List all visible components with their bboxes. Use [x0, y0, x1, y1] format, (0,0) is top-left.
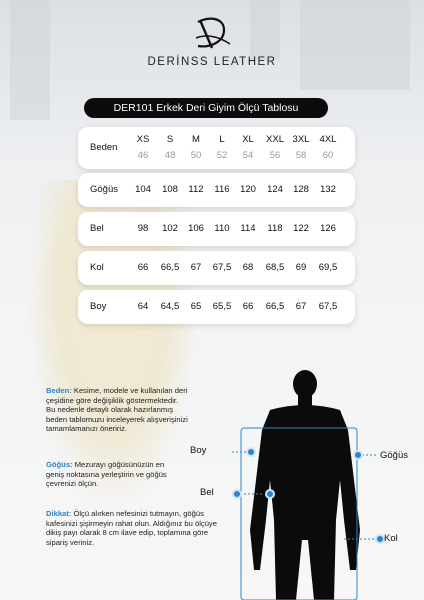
- measurement-points: [232, 447, 385, 544]
- row-value: 65,5: [212, 301, 232, 312]
- diagram-label-kol: Kol: [384, 533, 398, 544]
- note-line: tamamlamanızı öneririz.: [46, 424, 128, 434]
- note-dikkat: Dikkat: Ölçü alırken nefesinizi tutmayın…: [46, 509, 236, 547]
- size-letter: XL: [242, 134, 254, 145]
- table-row-kol: Kol 66 66,5 67 67,5 68 68,5 69 69,5: [78, 251, 355, 285]
- size-letter: 4XL: [319, 134, 337, 145]
- size-eu-number: 54: [242, 150, 254, 161]
- size-eu-number: 50: [190, 150, 202, 161]
- note-line: Mezurayı göğüsünüzün en: [74, 460, 165, 469]
- beden-label: Beden: [90, 142, 118, 153]
- row-value: 114: [240, 223, 256, 234]
- row-value: 120: [240, 184, 256, 195]
- table-row-bel: Bel 98 102 106 110 114 118 122 126: [78, 212, 355, 246]
- note-line: Kesime, modele ve kullanılan deri: [73, 386, 188, 395]
- size-letter: M: [192, 134, 200, 145]
- row-value: 64,5: [160, 301, 180, 312]
- size-letter: S: [166, 134, 174, 145]
- row-value: 108: [162, 184, 178, 195]
- row-value: 68,5: [265, 262, 285, 273]
- note-line: geniş noktasına yerleştirin ve göğüs: [46, 469, 167, 479]
- row-label: Göğüs: [90, 184, 118, 195]
- diagram-label-boy: Boy: [190, 445, 207, 456]
- row-value: 66: [242, 301, 254, 312]
- row-value: 67: [190, 262, 202, 273]
- row-value: 132: [320, 184, 336, 195]
- size-letter: XXL: [266, 134, 284, 145]
- size-eu-number: 52: [216, 150, 228, 161]
- note-line: kafesinizi şişirmeyin rahat olun. Aldığı…: [46, 518, 217, 528]
- size-letter: L: [219, 134, 225, 145]
- size-eu-number: 60: [322, 150, 334, 161]
- row-value: 124: [267, 184, 283, 195]
- table-row-boy: Boy 64 64,5 65 65,5 66 66,5 67 67,5: [78, 290, 355, 324]
- brand-name: DERİNSS LEATHER: [147, 56, 277, 68]
- row-value: 69,5: [318, 262, 338, 273]
- row-value: 66: [137, 262, 149, 273]
- row-value: 102: [162, 223, 178, 234]
- note-heading: Dikkat:: [46, 509, 72, 518]
- note-line: Ölçü alırken nefesinizi tutmayın, göğüs: [73, 509, 204, 518]
- size-letter: XS: [136, 134, 150, 145]
- note-beden: Beden: Kesime, modele ve kullanılan deri…: [46, 386, 236, 434]
- row-value: 118: [267, 223, 283, 234]
- row-value: 67,5: [212, 262, 232, 273]
- note-heading: Göğüs:: [46, 460, 73, 469]
- size-letter: 3XL: [292, 134, 310, 145]
- body-measurement-diagram: [230, 370, 385, 600]
- row-label: Boy: [90, 301, 107, 312]
- note-gogus: Göğüs: Mezurayı göğüsünüzün en geniş nok…: [46, 460, 236, 489]
- size-header-card: Beden XS S M L XL XXL 3XL 4XL 46 48 50 5…: [78, 127, 355, 169]
- note-line: dikiş payı olarak 8 cm ilave edip, topla…: [46, 528, 209, 538]
- note-line: çeşidine göre değişiklik göstermektedir.: [46, 395, 179, 405]
- body-silhouette-icon: [250, 370, 360, 600]
- row-value: 69: [295, 262, 307, 273]
- row-value: 66,5: [265, 301, 285, 312]
- table-row-gogus: Göğüs 104 108 112 116 120 124 128 132: [78, 173, 355, 207]
- row-value: 128: [293, 184, 309, 195]
- row-value: 68: [242, 262, 254, 273]
- row-value: 106: [188, 223, 204, 234]
- row-label: Bel: [90, 223, 104, 234]
- note-line: Bu nedenle detaylı olarak hazırlanmış: [46, 405, 174, 415]
- brand-logo: DERİNSS LEATHER: [0, 14, 424, 68]
- diagram-label-gogus: Göğüs: [380, 450, 408, 461]
- row-value: 65: [190, 301, 202, 312]
- brand-logo-icon: [195, 17, 231, 49]
- row-label: Kol: [90, 262, 104, 273]
- row-value: 112: [188, 184, 204, 195]
- size-eu-number: 56: [269, 150, 281, 161]
- size-eu-number: 58: [295, 150, 307, 161]
- row-value: 66,5: [160, 262, 180, 273]
- row-value: 98: [137, 223, 149, 234]
- row-value: 64: [137, 301, 149, 312]
- row-value: 110: [214, 223, 230, 234]
- row-value: 126: [320, 223, 336, 234]
- note-heading: Beden:: [46, 386, 72, 395]
- row-value: 116: [214, 184, 230, 195]
- note-line: beden tablomuzu inceleyerek alışverişini…: [46, 414, 188, 424]
- size-eu-number: 46: [137, 150, 149, 161]
- note-line: sipariş veriniz.: [46, 537, 95, 547]
- row-value: 122: [293, 223, 309, 234]
- row-value: 67: [295, 301, 307, 312]
- row-value: 104: [135, 184, 151, 195]
- note-line: çevrenizi ölçün.: [46, 479, 99, 489]
- row-value: 67,5: [318, 301, 338, 312]
- size-eu-number: 48: [164, 150, 176, 161]
- diagram-label-bel: Bel: [200, 487, 214, 498]
- table-title: DER101 Erkek Deri Giyim Ölçü Tablosu: [84, 98, 328, 118]
